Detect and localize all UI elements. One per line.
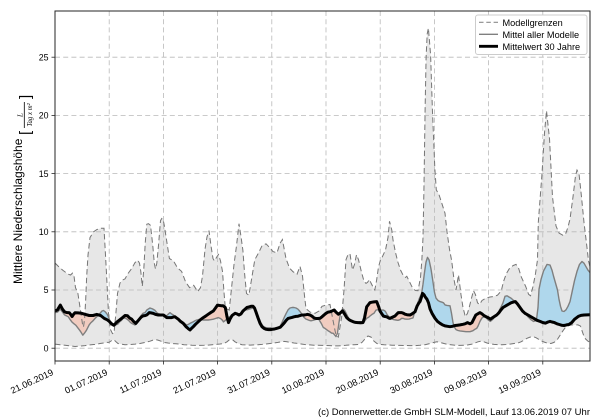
svg-text:0: 0 <box>44 343 49 353</box>
svg-text:Tag x m²: Tag x m² <box>27 102 34 126</box>
svg-text:15: 15 <box>39 169 49 179</box>
svg-text:[: [ <box>17 130 34 135</box>
svg-text:10: 10 <box>39 227 49 237</box>
svg-text:]: ] <box>17 95 34 99</box>
svg-text:25: 25 <box>39 52 49 62</box>
svg-text:Modellgrenzen: Modellgrenzen <box>503 18 563 28</box>
svg-text:5: 5 <box>44 285 49 295</box>
svg-text:L: L <box>16 113 25 118</box>
svg-text:20: 20 <box>39 111 49 121</box>
svg-text:(c) Donnerwetter.de GmbH SLM-M: (c) Donnerwetter.de GmbH SLM-Modell, Lau… <box>318 407 590 418</box>
svg-text:Mittlere Niederschlagshöhe: Mittlere Niederschlagshöhe <box>11 138 25 284</box>
svg-text:Mittelwert 30 Jahre: Mittelwert 30 Jahre <box>503 42 581 52</box>
svg-text:Mittel aller Modelle: Mittel aller Modelle <box>503 30 580 40</box>
